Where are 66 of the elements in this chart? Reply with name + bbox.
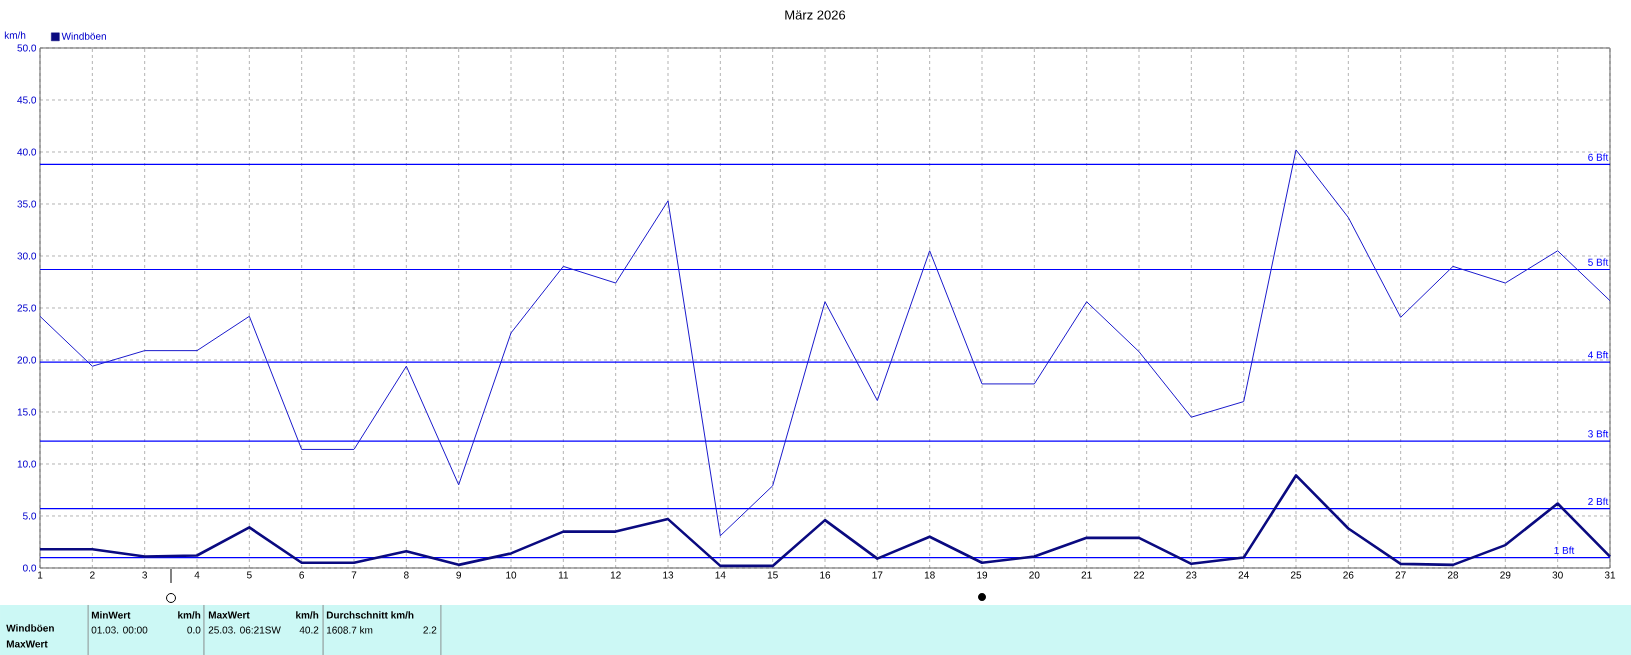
text: 1608.7 km <box>326 626 373 634</box>
text: 2.2 <box>423 626 437 634</box>
ref-line-label: 3 Bft <box>1588 430 1609 438</box>
y-tick-label: 15.0 <box>17 408 37 416</box>
x-tick-label: 20 <box>1029 571 1040 579</box>
x-tick-label: 13 <box>663 571 674 579</box>
x-tick-label: 10 <box>506 571 517 579</box>
x-tick-label: 30 <box>1552 571 1563 579</box>
ref-line-label: 6 Bft <box>1588 153 1609 161</box>
y-tick-label: 0.0 <box>22 564 37 572</box>
x-tick-label: 27 <box>1395 571 1406 579</box>
legend-label: Windböen <box>61 32 106 40</box>
x-tick-label: 28 <box>1447 571 1459 579</box>
x-tick-label: 9 <box>456 571 461 579</box>
line-series <box>38 474 1612 568</box>
x-tick-label: 21 <box>1081 571 1092 579</box>
y-tick-label: 35.0 <box>17 200 37 208</box>
x-tick-label: 25 <box>1290 571 1302 579</box>
x-tick-label: 6 <box>299 571 305 579</box>
x-tick-label: 22 <box>1133 571 1145 579</box>
x-tick-label: 1 <box>38 571 43 579</box>
x-tick-label: 24 <box>1238 571 1249 579</box>
x-tick-label: 29 <box>1500 571 1511 579</box>
ref-line-label: 2 Bft <box>1588 497 1609 506</box>
x-tick-label: 14 <box>715 571 726 579</box>
text: 25.03. 06:21SW <box>208 626 281 634</box>
x-tick-label: 19 <box>977 571 988 579</box>
text: 0.0 <box>187 626 201 634</box>
text: MaxWert <box>6 640 48 648</box>
text: Durchschnitt km/h <box>326 611 414 619</box>
y-tick-label: 25.0 <box>17 304 37 312</box>
y-tick-label: 45.0 <box>17 96 37 104</box>
x-tick-label: 7 <box>351 571 357 579</box>
x-tick-label: 11 <box>558 571 569 579</box>
text: MinWert <box>91 611 131 619</box>
text: Windböen <box>6 624 54 632</box>
x-tick-label: 23 <box>1186 571 1197 579</box>
text: km/h <box>178 611 201 619</box>
chart-title: März 2026 <box>785 10 846 20</box>
x-tick-label: 31 <box>1604 571 1616 579</box>
text: 01.03. 00:00 <box>91 626 148 634</box>
y-tick-label: 50.0 <box>17 44 37 52</box>
line-series <box>39 149 1611 537</box>
text: 40.2 <box>299 626 319 634</box>
y-tick-label: 5.0 <box>22 512 37 520</box>
x-tick-label: 8 <box>404 571 409 579</box>
x-tick-label: 12 <box>610 571 621 579</box>
ref-line-label: 4 Bft <box>1587 351 1609 359</box>
x-tick-label: 18 <box>924 571 935 579</box>
ref-line-label: 5 Bft <box>1588 258 1609 266</box>
x-tick-label: 2 <box>90 571 95 579</box>
y-axis-title: km/h <box>4 31 26 39</box>
x-tick-label: 16 <box>820 571 831 579</box>
x-tick-label: 26 <box>1343 571 1354 579</box>
y-tick-label: 40.0 <box>17 148 37 156</box>
y-tick-label: 10.0 <box>17 460 37 468</box>
x-tick-label: 5 <box>246 571 252 579</box>
text: MaxWert <box>208 611 250 619</box>
text: km/h <box>296 611 319 619</box>
x-tick-label: 4 <box>194 571 200 579</box>
ref-line-label: 1 Bft <box>1554 546 1575 554</box>
x-tick-label: 3 <box>142 571 148 579</box>
y-tick-label: 20.0 <box>17 356 37 364</box>
y-tick-label: 30.0 <box>17 252 37 260</box>
x-tick-label: 15 <box>767 571 778 579</box>
x-tick-label: 17 <box>872 571 883 579</box>
